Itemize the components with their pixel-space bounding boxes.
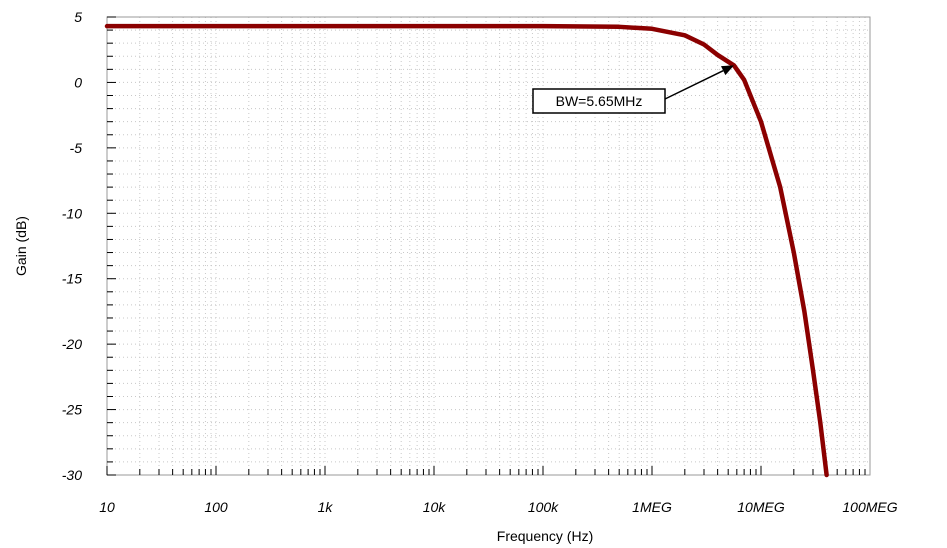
- y-tick-label: 5: [74, 9, 82, 25]
- minor-ticks: [106, 16, 866, 476]
- annotation-label: BW=5.65MHz: [556, 93, 643, 109]
- x-tick-label: 1MEG: [632, 499, 672, 515]
- y-axis-title: Gain (dB): [13, 216, 29, 276]
- annotation-arrowhead: [721, 65, 734, 76]
- annotation-box: [532, 88, 666, 114]
- y-tick-label: -15: [62, 271, 82, 287]
- y-tick-label: -20: [62, 336, 82, 352]
- x-tick-labels: 10 100 1k 10k 100k 1MEG 10MEG 100MEG: [99, 499, 898, 515]
- x-tick-label: 10: [99, 499, 115, 515]
- y-tick-label: -10: [62, 205, 82, 221]
- y-tick-label: -30: [62, 467, 82, 483]
- x-tick-label: 1k: [318, 499, 334, 515]
- y-tick-label: -5: [70, 140, 83, 156]
- plot-frame: [106, 16, 871, 476]
- x-tick-label: 100: [204, 499, 228, 515]
- grid-layer: [106, 16, 870, 476]
- x-tick-label: 10MEG: [737, 499, 785, 515]
- y-tick-label: -25: [62, 402, 82, 418]
- annotation-layer: BW=5.65MHz: [532, 65, 734, 114]
- x-axis-title: Frequency (Hz): [497, 528, 593, 544]
- x-tick-label: 10k: [423, 499, 447, 515]
- y-tick-labels: 5 0 -5 -10 -15 -20 -25 -30: [62, 9, 82, 483]
- annotation-arrow: [664, 69, 724, 100]
- x-tick-label: 100MEG: [842, 499, 897, 515]
- x-tick-label: 100k: [528, 499, 559, 515]
- y-tick-label: 0: [74, 74, 82, 90]
